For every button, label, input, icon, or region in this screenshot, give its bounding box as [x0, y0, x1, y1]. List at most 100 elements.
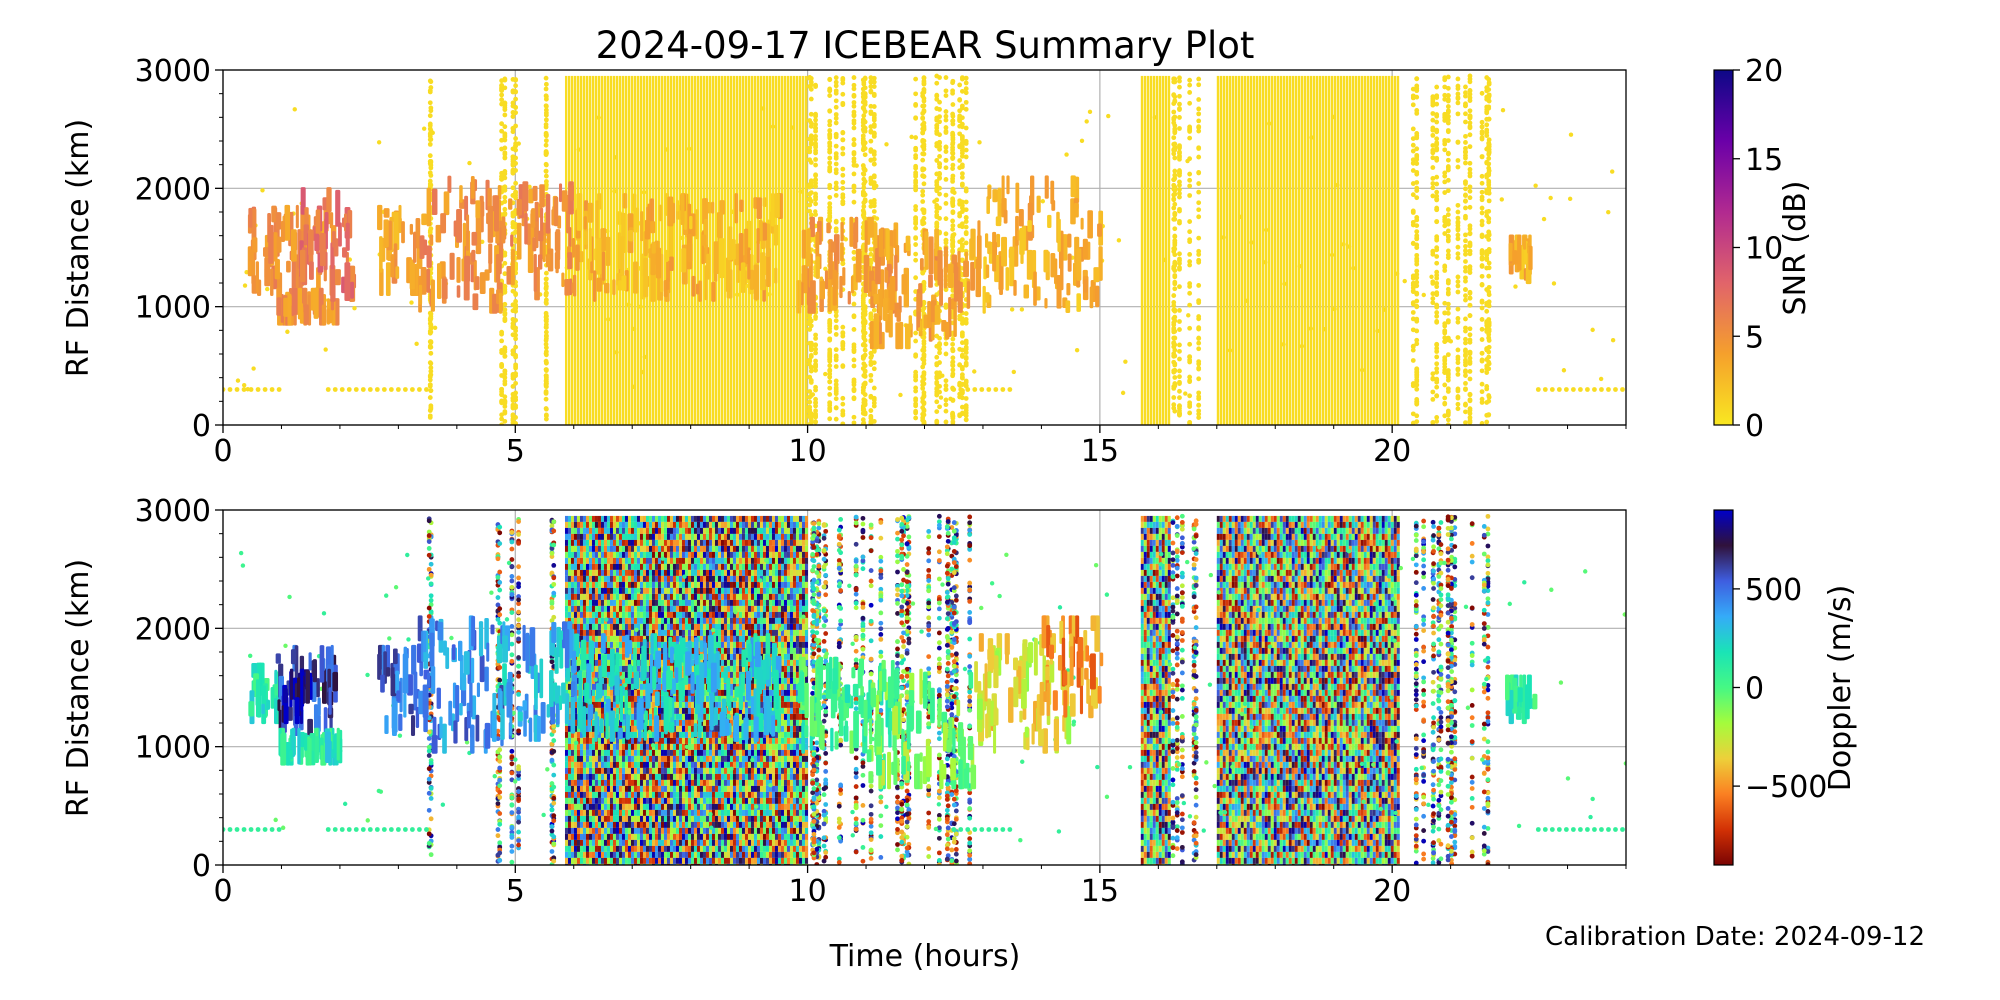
noise-point: [597, 617, 601, 624]
echo-streak: [687, 242, 693, 263]
echo-streak: [934, 228, 940, 257]
noise-point: [576, 803, 580, 810]
noise-point: [582, 743, 586, 750]
noise-point: [937, 175, 942, 181]
noise-point: [1414, 386, 1420, 392]
noise-point: [585, 533, 589, 540]
noise-point: [427, 229, 433, 235]
noise-point: [1479, 218, 1485, 224]
noise-point: [502, 404, 508, 409]
echo-streak: [418, 284, 423, 305]
noise-point: [576, 581, 580, 588]
noise-point: [579, 599, 583, 606]
noise-point: [1455, 283, 1461, 289]
noise-point: [813, 408, 818, 414]
noise-point: [576, 833, 580, 840]
echo-streak: [864, 220, 868, 253]
noise-point: [1196, 325, 1202, 331]
noise-point: [1445, 221, 1451, 227]
noise-point: [1237, 75, 1241, 425]
noise-point: [808, 368, 814, 374]
noise-point: [1177, 191, 1182, 196]
noise-point: [576, 857, 580, 864]
scatter-point: [1019, 307, 1025, 312]
echo-streak: [271, 205, 277, 223]
noise-point: [600, 803, 604, 810]
noise-point: [868, 408, 874, 413]
noise-point: [588, 563, 592, 570]
echo-streak: [264, 257, 271, 287]
noise-point: [543, 351, 549, 356]
noise-point: [1479, 189, 1485, 195]
noise-point: [957, 82, 963, 88]
scatter-point: [843, 237, 848, 242]
echo-streak: [868, 216, 874, 238]
noise-point: [582, 515, 586, 522]
noise-point: [1410, 343, 1416, 349]
echo-streak: [495, 254, 501, 283]
noise-point: [937, 119, 942, 125]
noise-point: [1177, 412, 1182, 417]
noise-point: [567, 833, 571, 840]
noise-point: [428, 85, 434, 90]
noise-point: [963, 224, 969, 230]
noise-point: [591, 731, 595, 738]
noise-point: [543, 341, 549, 347]
noise-point: [1467, 313, 1473, 318]
scatter-point: [680, 235, 685, 241]
scatter-point: [269, 387, 275, 392]
noise-point: [813, 201, 818, 207]
noise-point: [827, 320, 833, 326]
noise-point: [1442, 310, 1448, 316]
noise-point: [510, 308, 516, 314]
noise-point: [943, 117, 949, 123]
noise-point: [588, 755, 592, 762]
noise-point: [1378, 75, 1382, 425]
noise-point: [576, 851, 580, 858]
noise-point: [510, 146, 516, 152]
noise-point: [513, 299, 519, 304]
echo-streak: [649, 198, 654, 222]
noise-point: [1414, 171, 1420, 177]
echo-streak: [855, 248, 862, 283]
noise-point: [957, 158, 963, 163]
noise-point: [1455, 158, 1461, 163]
noise-point: [1445, 368, 1451, 373]
noise-point: [600, 629, 604, 636]
noise-point: [600, 737, 604, 744]
echo-streak: [877, 288, 883, 321]
noise-point: [1187, 259, 1193, 264]
noise-point: [1172, 186, 1178, 192]
noise-point: [1467, 113, 1473, 119]
noise-point: [813, 133, 818, 139]
noise-point: [827, 349, 833, 355]
noise-point: [428, 158, 434, 164]
noise-point: [1467, 173, 1473, 179]
noise-point: [513, 362, 519, 368]
noise-point: [1484, 249, 1490, 255]
scatter-point: [235, 378, 241, 383]
noise-point: [1442, 77, 1448, 83]
noise-point: [543, 161, 549, 167]
echo-streak: [1050, 252, 1056, 278]
echo-streak: [471, 231, 478, 246]
noise-point: [808, 380, 814, 385]
noise-point: [1463, 316, 1468, 322]
noise-point: [502, 271, 508, 277]
noise-point: [833, 332, 839, 337]
echo-streak: [1065, 300, 1071, 313]
noise-point: [576, 593, 580, 600]
noise-point: [813, 358, 818, 364]
noise-point: [567, 857, 571, 864]
noise-point: [588, 623, 592, 630]
noise-point: [827, 122, 833, 128]
noise-point: [1187, 341, 1193, 347]
echo-streak: [472, 293, 479, 311]
scatter-point: [402, 387, 408, 392]
scatter-point: [1087, 109, 1093, 115]
echo-streak: [385, 262, 391, 297]
noise-point: [1479, 400, 1485, 405]
scatter-point: [1585, 387, 1590, 392]
noise-point: [594, 761, 598, 768]
noise-point: [1467, 332, 1473, 338]
